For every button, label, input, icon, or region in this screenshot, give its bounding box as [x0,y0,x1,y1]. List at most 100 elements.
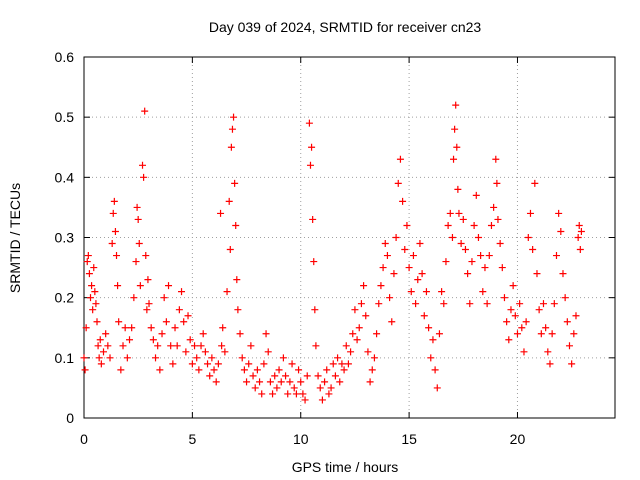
data-point [452,101,460,109]
data-point [370,354,378,362]
data-point [323,366,331,374]
data-point [507,306,515,314]
data-point [236,330,244,338]
data-point [577,227,585,235]
data-point [85,270,93,278]
data-point [100,348,108,356]
data-point [555,209,563,217]
grid-lines [84,57,615,418]
data-point [132,258,140,266]
data-point [526,209,534,217]
data-point [109,209,117,217]
data-point [121,324,129,332]
data-point [360,282,368,290]
data-point [115,318,123,326]
data-point [108,240,116,248]
data-point [405,264,413,272]
data-point [271,372,279,380]
data-point [81,366,89,374]
data-point [498,264,506,272]
data-point [542,324,550,332]
data-point [243,378,251,386]
data-point [470,221,478,229]
data-point [92,300,100,308]
data-point [448,234,456,241]
data-point [262,330,270,338]
data-point [84,252,92,260]
data-point [396,155,404,163]
data-point [342,342,350,350]
data-point [511,312,519,320]
data-point [284,390,292,398]
data-point [531,179,539,187]
data-point [182,348,190,356]
data-point [429,336,437,344]
data-point [364,348,372,356]
data-point [418,270,426,278]
data-point [299,390,307,398]
data-point [407,288,415,296]
data-point [524,234,532,241]
data-point [388,318,396,326]
data-point [464,270,472,278]
data-point [93,318,101,326]
data-point [233,276,241,284]
y-tick-label: 0.3 [55,230,75,246]
data-point [258,390,266,398]
data-point [559,270,567,278]
data-point [251,384,259,392]
data-point [509,282,517,290]
data-point [362,312,370,320]
data-point [522,318,530,326]
data-point [457,240,465,248]
data-point [253,366,261,374]
y-tick-label: 0.6 [55,49,75,65]
data-point [576,246,584,254]
data-point [552,252,560,260]
data-point [451,125,459,133]
data-point [572,312,580,320]
data-point [297,378,305,386]
data-point [446,209,454,217]
data-point [500,294,508,302]
data-point [537,330,545,338]
data-point [114,282,122,290]
data-point [487,221,495,229]
data-point [214,360,222,368]
data-point [483,300,491,308]
data-point [117,366,125,374]
data-point [453,143,461,151]
data-point [178,288,186,296]
data-point [505,336,513,344]
y-tick-label: 0.1 [55,350,75,366]
data-point [87,294,95,302]
data-point [212,378,220,386]
data-point [520,348,528,356]
data-point [97,360,105,368]
data-point [574,234,582,241]
data-point [82,324,90,332]
y-tick-label: 0.5 [55,109,75,125]
data-point [568,360,576,368]
data-point [570,330,578,338]
data-point [355,324,363,332]
data-point [206,372,214,380]
data-point [218,342,226,350]
data-point [349,330,357,338]
data-point [485,252,493,260]
data-point [143,306,151,314]
data-point [336,378,344,386]
data-point [366,378,374,386]
data-point [104,342,112,350]
data-point [180,318,188,326]
data-point [249,372,257,380]
data-point [435,330,443,338]
data-point [256,378,264,386]
data-point [95,354,103,362]
data-point [219,324,227,332]
data-point [368,366,376,374]
x-axis-label: GPS time / hours [292,459,399,475]
data-point [466,300,474,308]
data-point [454,185,462,193]
data-point [373,330,381,338]
